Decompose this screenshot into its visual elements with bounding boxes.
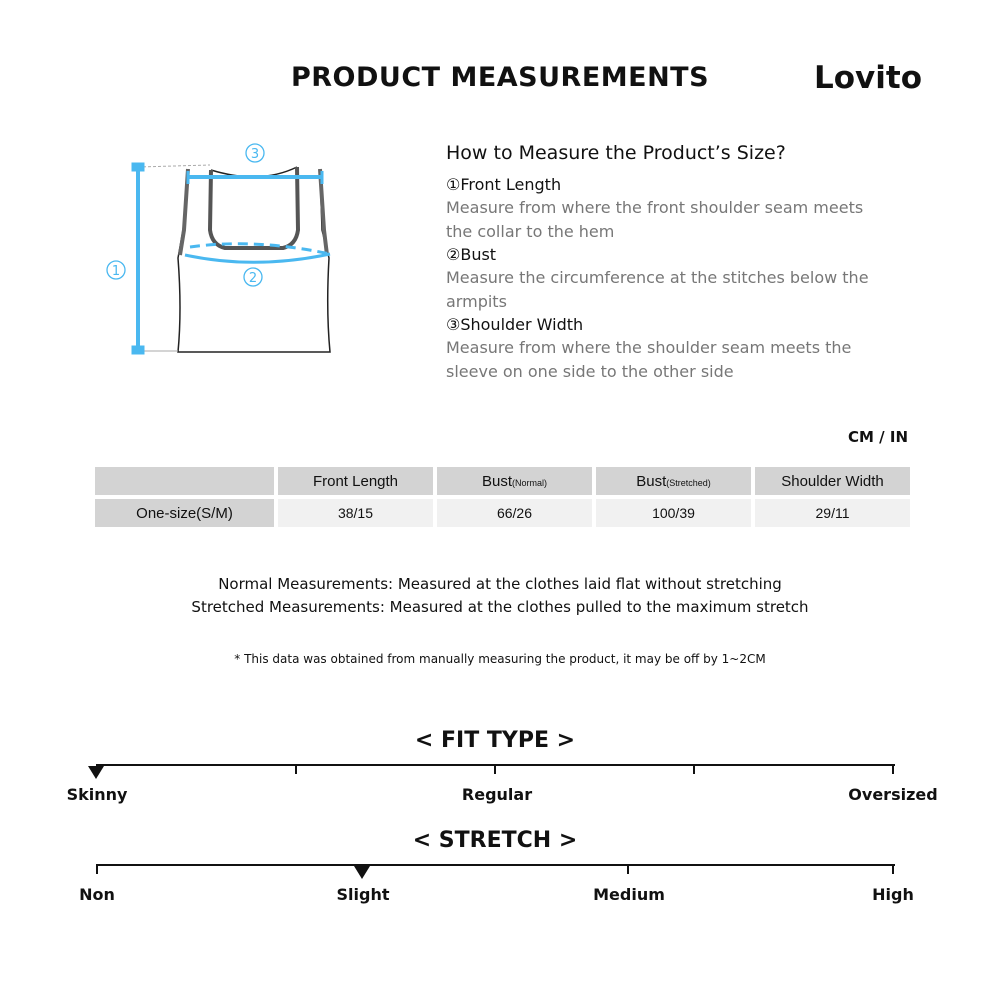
unit-label: CM / IN — [848, 428, 908, 446]
marker-shoulder: 3 — [251, 147, 259, 162]
header-shoulder-width: Shoulder Width — [755, 467, 910, 495]
header-text: Bust — [481, 472, 512, 490]
brand-logo: Lovito — [814, 60, 923, 96]
fit-label-skinny: Skinny — [66, 785, 128, 804]
header-text: Shoulder Width — [781, 472, 884, 490]
value-cell: 29/11 — [755, 499, 910, 527]
guide-line — [137, 164, 211, 168]
fit-tick — [693, 764, 695, 774]
front-length-cap — [131, 345, 145, 355]
stretch-label-non: Non — [79, 885, 115, 904]
howto-title: How to Measure the Product’s Size? — [446, 142, 786, 164]
stretch-selected-marker-icon — [354, 866, 370, 879]
stretch-tick — [892, 864, 894, 874]
marker-front-length: 1 — [112, 264, 120, 279]
stretch-label-high: High — [872, 885, 914, 904]
fit-tick — [892, 764, 894, 774]
disclaimer: * This data was obtained from manually m… — [234, 652, 766, 666]
table-row: One-size(S/M) 38/15 66/26 100/39 29/11 — [95, 499, 910, 527]
front-length-cap — [131, 162, 145, 172]
stretch-label-medium: Medium — [593, 885, 665, 904]
fit-label-regular: Regular — [461, 785, 533, 804]
header-sub: (Stretched) — [666, 477, 711, 488]
header-text: Bust — [636, 472, 667, 490]
garment-diagram: 1 2 3 — [106, 143, 331, 355]
fit-tick — [295, 764, 297, 774]
fit-tick — [494, 764, 496, 774]
size-table: Front Length Bust(Normal) Bust(Stretched… — [91, 463, 914, 531]
note-stretched: Stretched Measurements: Measured at the … — [191, 598, 809, 616]
size-cell: One-size(S/M) — [95, 499, 274, 527]
howto-desc-shoulder: Measure from where the shoulder seam mee… — [446, 338, 852, 381]
fit-selected-marker-icon — [88, 766, 104, 779]
header-bust-stretched: Bust(Stretched) — [596, 467, 751, 495]
fit-type-title: < FIT TYPE > — [414, 728, 576, 753]
how-to-measure: How to Measure the Product’s Size? ①Fron… — [446, 142, 886, 384]
stretch-tick — [627, 864, 629, 874]
value-cell: 38/15 — [278, 499, 433, 527]
howto-label-front-length: ①Front Length — [446, 175, 562, 194]
header-text: Front Length — [312, 472, 399, 490]
stretch-title: < STRETCH > — [412, 828, 578, 853]
note-normal: Normal Measurements: Measured at the clo… — [218, 575, 782, 593]
table-header-row: Front Length Bust(Normal) Bust(Stretched… — [95, 467, 910, 495]
header-sub: (Normal) — [512, 477, 547, 488]
bust-line — [184, 252, 331, 264]
stretch-label-slight: Slight — [336, 885, 390, 904]
header-bust-normal: Bust(Normal) — [437, 467, 592, 495]
tank-top-outline — [177, 166, 331, 353]
fit-label-oversized: Oversized — [848, 785, 938, 804]
howto-desc-front-length: Measure from where the front shoulder se… — [446, 198, 864, 241]
stretch-tick — [96, 864, 98, 874]
howto-label-shoulder: ③Shoulder Width — [446, 315, 584, 334]
header-front-length: Front Length — [278, 467, 433, 495]
marker-bust: 2 — [249, 271, 257, 286]
howto-label-bust: ②Bust — [446, 245, 497, 264]
value-cell: 100/39 — [596, 499, 751, 527]
header-blank — [95, 467, 274, 495]
value-cell: 66/26 — [437, 499, 592, 527]
stretch-scale — [96, 864, 895, 866]
page-title-text: PRODUCT MEASUREMENTS — [290, 62, 710, 93]
page-title: PRODUCT MEASUREMENTS — [0, 62, 1000, 93]
howto-desc-bust: Measure the circumference at the stitche… — [446, 268, 869, 311]
